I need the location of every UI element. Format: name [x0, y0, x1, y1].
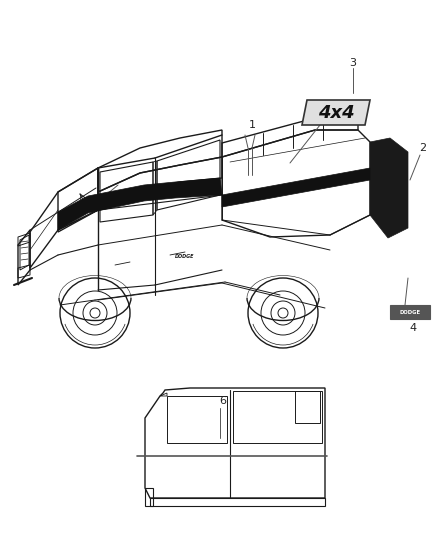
Text: 6: 6 [219, 396, 226, 406]
Text: 1: 1 [92, 202, 99, 212]
Text: 2: 2 [420, 143, 427, 153]
Text: 1: 1 [248, 120, 255, 130]
Bar [390, 305, 430, 319]
Polygon shape [58, 178, 222, 230]
Text: DODGE: DODGE [399, 310, 420, 314]
Text: 3: 3 [350, 58, 357, 68]
Text: 4x4: 4x4 [318, 103, 354, 122]
Text: 4: 4 [410, 323, 417, 333]
Polygon shape [370, 138, 408, 238]
Text: DODGE: DODGE [175, 254, 195, 259]
Polygon shape [302, 100, 370, 125]
Polygon shape [222, 168, 370, 207]
